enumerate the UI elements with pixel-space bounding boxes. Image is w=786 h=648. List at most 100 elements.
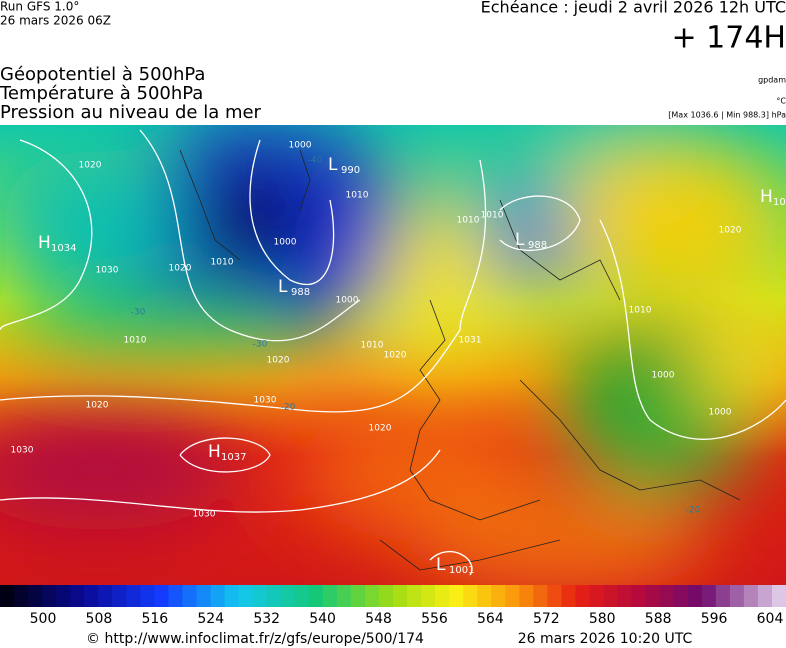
- center-value: 988: [528, 240, 547, 251]
- isobar-label: 1010: [346, 191, 369, 201]
- colorbar-swatch: [294, 585, 310, 607]
- isobar-label: 1000: [709, 408, 732, 418]
- colorbar-swatch: [617, 585, 633, 607]
- isobar-label: 1020: [267, 356, 290, 366]
- colorbar-swatch: [421, 585, 436, 607]
- colorbar-swatch: [491, 585, 506, 607]
- colorbar-swatch: [336, 585, 352, 607]
- center-letter: L: [515, 230, 525, 250]
- title: Pression au niveau de la mer: [0, 102, 262, 123]
- colorbar-swatch: [364, 585, 380, 607]
- colorbar-swatch: [140, 585, 155, 607]
- colorbar-swatch: [561, 585, 576, 607]
- isobar-label: 1030: [96, 266, 119, 276]
- colorbar-swatch: [393, 585, 408, 607]
- temperature-label: -20: [686, 506, 701, 516]
- colorbar-swatch: [350, 585, 366, 607]
- temperature-label: -20: [281, 403, 296, 413]
- isobar-label: 1020: [169, 264, 192, 274]
- map: [0, 125, 786, 585]
- colorbar-swatch: [589, 585, 605, 607]
- center-value: 1037: [221, 452, 246, 463]
- colorbar-swatch: [519, 585, 534, 607]
- colorbar-swatch: [715, 585, 731, 607]
- center-value: 988: [291, 287, 310, 298]
- colorbar-swatch: [252, 585, 268, 607]
- colorbar-label: 580: [589, 611, 616, 627]
- colorbar-swatch: [645, 585, 661, 607]
- isobar-label: 1031: [459, 336, 482, 346]
- title: Géopotentiel à 500hPa: [0, 64, 205, 85]
- colorbar-swatch: [84, 585, 99, 607]
- center-value: 990: [341, 165, 360, 176]
- colorbar-swatch: [659, 585, 675, 607]
- isobar-label: 1000: [289, 141, 312, 151]
- colorbar-label: 508: [86, 611, 113, 627]
- colorbar-swatch: [449, 585, 464, 607]
- colorbar-swatch: [196, 585, 212, 607]
- colorbar-label: 532: [253, 611, 280, 627]
- temperature-label: -30: [131, 308, 146, 318]
- unit: °C: [776, 97, 786, 106]
- center-value: 1034: [51, 243, 76, 254]
- colorbar-swatch: [407, 585, 422, 607]
- colorbar-label: 572: [533, 611, 560, 627]
- colorbar-swatch: [547, 585, 562, 607]
- colorbar-swatch: [687, 585, 703, 607]
- colorbar-label: 556: [421, 611, 448, 627]
- run-date: 26 mars 2026 06Z: [0, 14, 111, 28]
- colorbar-label: 588: [645, 611, 672, 627]
- title: Température à 500hPa: [0, 83, 203, 104]
- center-letter: H: [38, 233, 51, 253]
- isobar-label: 1030: [11, 446, 34, 456]
- isobar-label: 1010: [361, 341, 384, 351]
- colorbar-swatch: [98, 585, 113, 607]
- colorbar-swatch: [533, 585, 548, 607]
- colorbar-label: 524: [197, 611, 224, 627]
- colorbar-swatch: [28, 585, 43, 607]
- run: Run GFS 1.0°: [0, 0, 79, 14]
- colorbar-swatch: [126, 585, 141, 607]
- colorbar-swatch: [575, 585, 590, 607]
- colorbar-label: 596: [701, 611, 728, 627]
- colorbar-swatch: [0, 585, 15, 607]
- colorbar-label: 564: [477, 611, 504, 627]
- isobar-label: 1000: [336, 296, 359, 306]
- isobar-label: 1020: [79, 161, 102, 171]
- center-value: 1001: [449, 565, 474, 576]
- colorbar-swatch: [463, 585, 478, 607]
- unit: gpdam: [758, 76, 786, 85]
- center-letter: L: [328, 155, 338, 175]
- colorbar-swatch: [603, 585, 619, 607]
- isobar-label: 1010: [457, 216, 480, 226]
- colorbar-swatch: [112, 585, 127, 607]
- isobar-label: 1020: [369, 424, 392, 434]
- colorbar: 500 508 516 524 532 540 548 556 564 572 580 588 596 6…: [0, 585, 786, 627]
- colorbar-swatch: [435, 585, 450, 607]
- colorbar-swatch: [771, 585, 786, 607]
- temperature-label: -40: [308, 156, 323, 166]
- colorbar-swatch: [182, 585, 197, 607]
- colorbar-swatch: [701, 585, 717, 607]
- center-value: 10: [773, 197, 786, 208]
- temperature-label: -30: [253, 340, 268, 350]
- colorbar-swatch: [224, 585, 240, 607]
- center-letter: H: [760, 187, 773, 207]
- isobar-label: 1010: [124, 336, 147, 346]
- isobar-label: 1010: [481, 211, 504, 221]
- colorbar-swatch: [378, 585, 394, 607]
- isobar-label: 1020: [384, 351, 407, 361]
- colorbar-swatch: [56, 585, 71, 607]
- center-letter: L: [278, 277, 288, 297]
- colorbar-swatch: [168, 585, 183, 607]
- isobar-label: 1010: [211, 258, 234, 268]
- colorbar-swatch: [238, 585, 254, 607]
- colorbar-swatch: [673, 585, 689, 607]
- colorbar-swatch: [42, 585, 57, 607]
- colorbar-swatch: [308, 585, 324, 607]
- colorbar-swatch: [743, 585, 759, 607]
- colorbar-swatch: [729, 585, 745, 607]
- colorbar-swatch: [70, 585, 85, 607]
- unit: [Max 1036.6 | Min 988.3] hPa: [668, 111, 786, 120]
